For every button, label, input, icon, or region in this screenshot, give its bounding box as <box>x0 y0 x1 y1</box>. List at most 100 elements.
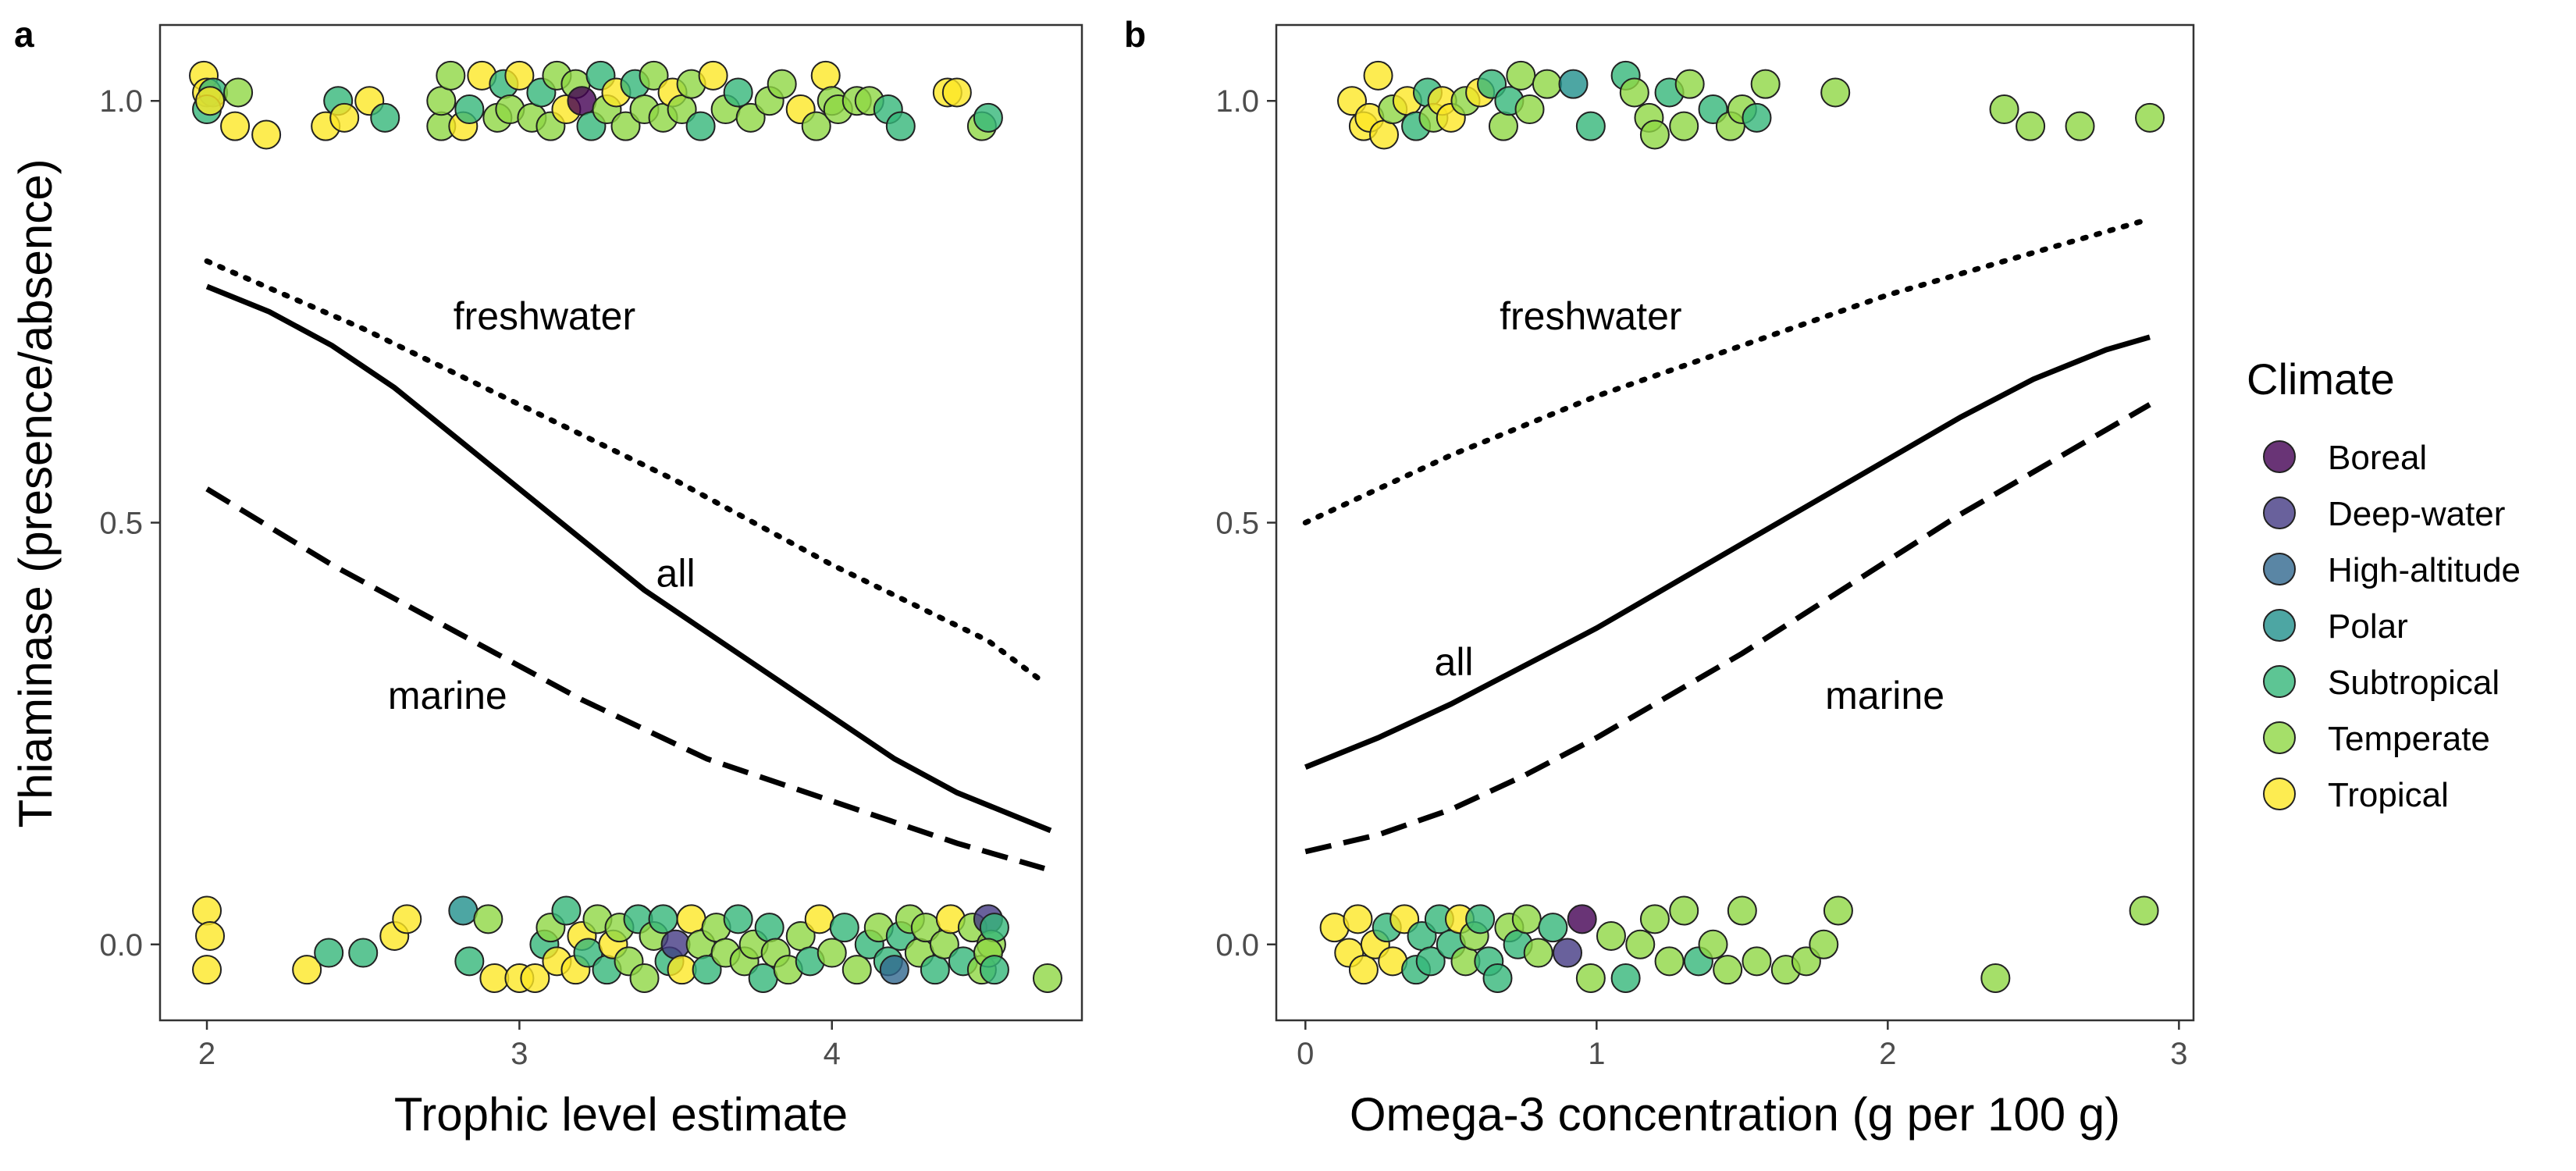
legend-key <box>2263 721 2296 754</box>
data-point <box>1989 94 2019 125</box>
data-point <box>1750 69 1781 99</box>
points-layer <box>189 60 1062 993</box>
data-point <box>1575 963 1606 993</box>
annotation-all: all <box>1435 640 1474 684</box>
data-point <box>1538 913 1568 943</box>
data-point <box>629 963 660 993</box>
x-axis-title: Omega-3 concentration (g per 100 g) <box>1350 1088 2120 1141</box>
series-line-freshwater <box>204 258 1048 686</box>
y-tick-label: 0.5 <box>99 507 143 541</box>
data-point <box>1348 955 1379 985</box>
data-point <box>1558 69 1589 99</box>
series-line-all <box>1304 334 2151 771</box>
data-point <box>436 60 466 91</box>
legend-label: Tropical <box>2328 776 2449 814</box>
data-point <box>801 111 831 141</box>
data-point <box>1980 963 2011 993</box>
data-point <box>1415 946 1446 977</box>
data-point <box>1369 119 1400 150</box>
data-point <box>370 102 400 133</box>
legend-label: Deep-water <box>2328 495 2505 533</box>
data-point <box>504 60 535 91</box>
legend-key <box>2263 497 2296 529</box>
x-tick-label: 3 <box>511 1037 528 1071</box>
data-point <box>735 102 766 133</box>
annotation-freshwater: freshwater <box>1500 294 1681 338</box>
legend-label: Temperate <box>2328 720 2490 758</box>
x-tick-label: 4 <box>824 1037 841 1071</box>
annotation-freshwater: freshwater <box>454 294 635 338</box>
data-point <box>1625 929 1656 959</box>
y-tick-label: 0.0 <box>99 928 143 963</box>
y-tick-label: 1.0 <box>1215 84 1259 119</box>
data-point <box>1575 111 1606 141</box>
data-point <box>610 111 641 141</box>
data-point <box>817 938 847 968</box>
legend-key <box>2263 665 2296 698</box>
data-point <box>1567 904 1597 934</box>
legend-key <box>2263 440 2296 473</box>
y-tick-label: 0.5 <box>1215 507 1259 541</box>
legend: Climate Boreal Deep-water High-altitude Pola… <box>2247 354 2521 814</box>
data-point <box>1669 111 1699 141</box>
data-point <box>1553 938 1583 968</box>
data-point <box>1482 963 1513 993</box>
y-tick-label: 1.0 <box>99 84 143 119</box>
data-point <box>723 904 753 934</box>
annotation-all: all <box>656 551 696 595</box>
data-point <box>1669 895 1699 926</box>
data-point <box>1032 963 1062 993</box>
data-point <box>1363 60 1393 91</box>
panel-a: a 0.0 0.5 1.0 2 3 4 Trophic level estimate fresh… <box>14 14 1083 1141</box>
data-point <box>192 955 222 985</box>
series-line-marine <box>1304 402 2151 855</box>
data-point <box>1820 77 1851 108</box>
data-point <box>810 60 841 91</box>
data-point <box>639 60 669 91</box>
legend-key <box>2263 553 2296 586</box>
data-point <box>2129 895 2159 926</box>
data-point <box>2065 111 2095 141</box>
data-point <box>1742 102 1772 133</box>
data-point <box>676 904 706 934</box>
data-point <box>1823 895 1853 926</box>
data-point <box>698 60 728 91</box>
data-point <box>879 955 909 985</box>
data-point <box>567 86 597 116</box>
data-point <box>392 904 422 934</box>
data-point <box>454 94 485 125</box>
data-point <box>1727 895 1757 926</box>
data-point <box>479 963 510 993</box>
data-point <box>1809 929 1839 959</box>
legend-label: Boreal <box>2328 439 2427 477</box>
data-point <box>941 77 972 108</box>
data-point <box>979 913 1009 943</box>
data-point <box>454 946 485 977</box>
data-point <box>2016 111 2046 141</box>
legend-key <box>2263 609 2296 642</box>
series-line-freshwater <box>1302 216 2153 525</box>
data-point <box>348 938 379 968</box>
data-point <box>448 895 479 926</box>
data-point <box>660 929 691 959</box>
points-layer <box>1319 60 2165 993</box>
data-point <box>1610 963 1641 993</box>
data-point <box>979 955 1009 985</box>
data-point <box>2135 102 2165 133</box>
data-point <box>920 955 950 985</box>
data-point <box>841 955 872 985</box>
data-point <box>473 904 503 934</box>
plot-frame <box>1275 23 2195 1022</box>
data-point <box>1639 904 1670 934</box>
data-point <box>692 955 722 985</box>
legend-label: High-altitude <box>2328 551 2521 589</box>
annotation-marine: marine <box>388 674 507 717</box>
data-point <box>223 77 254 108</box>
panel-tag: b <box>1124 14 1146 55</box>
data-point <box>1532 69 1562 99</box>
data-point <box>754 913 785 943</box>
data-point <box>195 920 226 951</box>
data-point <box>520 963 550 993</box>
x-tick-label: 3 <box>2170 1037 2187 1071</box>
data-point <box>1698 929 1728 959</box>
